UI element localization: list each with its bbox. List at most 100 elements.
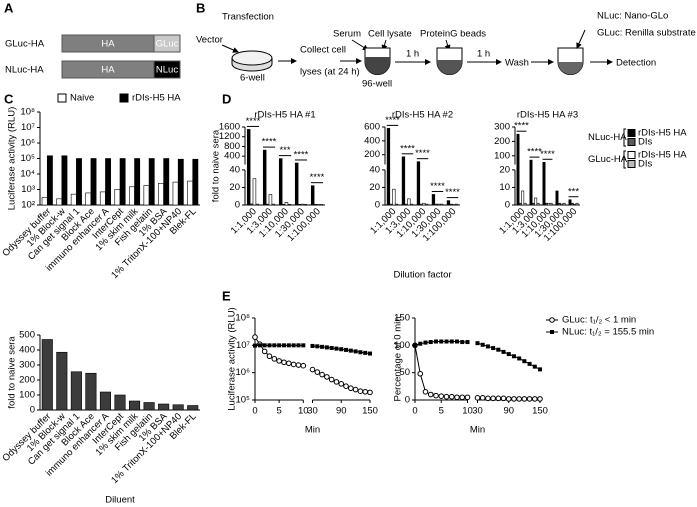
point <box>290 361 297 368</box>
point <box>353 349 358 354</box>
y-tick-label: 0 <box>505 200 510 211</box>
point <box>334 346 339 351</box>
bar <box>265 203 270 206</box>
bar <box>544 202 548 206</box>
bar <box>287 203 292 206</box>
y-tick-label: 10³ <box>21 184 35 195</box>
y-tick-label: 0 <box>375 200 380 211</box>
x-tick-label: 30 <box>307 406 318 417</box>
bar <box>536 202 540 206</box>
point <box>286 360 292 367</box>
point <box>454 394 460 401</box>
step-label: Vector <box>196 35 223 46</box>
y-tick-label: 100 <box>394 340 410 351</box>
point <box>505 396 512 402</box>
bar <box>284 202 289 206</box>
bar <box>392 188 396 206</box>
point <box>455 339 459 344</box>
significance-label: **** <box>246 116 261 127</box>
point <box>352 386 359 393</box>
significance-label: **** <box>527 147 542 158</box>
point <box>344 347 349 352</box>
point <box>449 339 454 344</box>
point <box>460 340 465 345</box>
y-tick-label: 100 <box>494 150 510 161</box>
point <box>343 383 349 389</box>
bar <box>143 185 150 206</box>
point <box>300 362 307 369</box>
point <box>296 343 301 348</box>
point <box>368 351 372 356</box>
point <box>262 343 267 348</box>
point <box>314 369 321 375</box>
bar <box>172 404 184 411</box>
point <box>267 343 272 348</box>
point <box>538 367 542 372</box>
bar <box>85 192 92 206</box>
y-tick-label: 20 <box>369 182 380 193</box>
step-label: 1 h <box>477 49 490 60</box>
point <box>413 343 417 348</box>
point <box>511 396 517 402</box>
point <box>272 343 277 348</box>
significance-label: **** <box>514 121 529 132</box>
bar <box>319 204 324 206</box>
point <box>338 381 345 387</box>
point <box>281 359 287 366</box>
bar <box>70 371 82 411</box>
bar <box>300 203 305 206</box>
step-label: Detection <box>616 58 656 69</box>
x-tick-label: 0 <box>412 406 417 417</box>
legend-marker <box>550 330 554 334</box>
y-tick-label: 10 <box>499 182 510 193</box>
nluc-domain <box>153 60 181 79</box>
point <box>348 385 354 392</box>
bar <box>99 391 111 411</box>
y-tick-label: 10⁶ <box>236 367 251 378</box>
point <box>459 394 466 401</box>
domain-label: HA <box>101 65 115 76</box>
legend-swatch <box>119 93 129 103</box>
point <box>444 339 449 344</box>
bar <box>61 155 68 206</box>
y-tick-label: 50 <box>399 367 410 378</box>
y-tick-label: 0 <box>30 405 35 416</box>
point <box>490 395 496 402</box>
bar <box>422 202 426 206</box>
bar <box>129 186 135 206</box>
point <box>422 389 429 395</box>
significance-label: **** <box>294 149 309 160</box>
bar <box>70 193 77 206</box>
legend-swatch <box>627 151 636 159</box>
y-tick-label: 400 <box>364 135 380 146</box>
x-tick-label: 5 <box>439 406 444 417</box>
point <box>320 344 325 349</box>
step-label: GLuc: Renilla substrate <box>597 28 696 39</box>
legend-swatch <box>627 138 636 146</box>
bar <box>129 400 141 411</box>
point <box>339 347 344 352</box>
y-tick-label: 40 <box>369 164 380 175</box>
step-label: 6-well <box>240 73 265 84</box>
bar <box>268 194 273 206</box>
y-tick-label: 20 <box>499 164 510 175</box>
bar <box>90 158 97 206</box>
point <box>261 348 268 355</box>
significance-label: *** <box>279 145 290 156</box>
x-axis-label: Diluent <box>105 495 135 506</box>
bar <box>386 128 391 206</box>
arrow <box>576 29 586 49</box>
point <box>479 395 486 401</box>
bar <box>446 200 451 206</box>
point <box>418 341 423 346</box>
legend-label: NLuc: t₁/₂ = 155.5 min <box>562 327 654 338</box>
point <box>439 339 444 344</box>
arrow <box>221 44 239 53</box>
bar <box>557 202 561 206</box>
bar <box>56 351 68 411</box>
y-axis-label: fold to naive sera <box>7 336 18 409</box>
step-label: Serum <box>333 29 361 40</box>
bar <box>158 403 170 411</box>
bar <box>389 203 393 206</box>
